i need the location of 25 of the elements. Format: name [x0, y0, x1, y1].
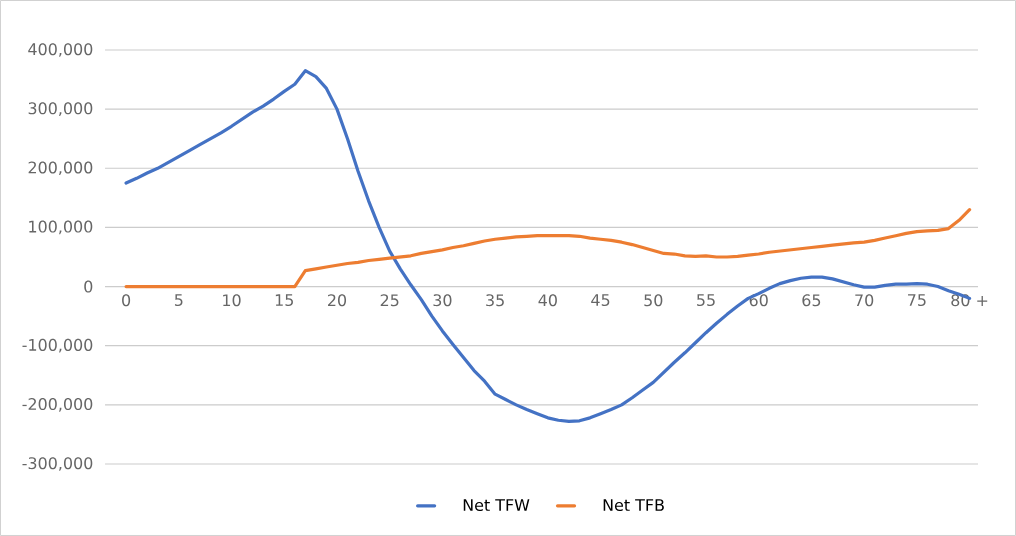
y-tick-label: -200,000	[22, 398, 93, 412]
x-tick-label: 55	[697, 294, 715, 307]
legend-label: Net TFW	[463, 499, 530, 512]
y-tick-label: 0	[84, 280, 93, 293]
x-tick-label: 75	[908, 294, 926, 307]
y-tick-label: -100,000	[22, 338, 93, 353]
x-tick-label: 20	[328, 294, 347, 307]
x-tick-label: 45	[591, 294, 610, 307]
x-tick-label: 50	[644, 294, 663, 307]
x-tick-label: 35	[486, 294, 504, 307]
y-tick-label: 200,000	[28, 161, 93, 176]
x-tick-label: 70	[855, 294, 874, 307]
legend-label: Net TFB	[603, 499, 664, 512]
x-tick-label: 65	[802, 294, 821, 307]
y-tick-label: 400,000	[28, 43, 93, 57]
x-tick-label: 10	[223, 294, 241, 307]
x-tick-label: 30	[433, 294, 452, 307]
x-tick-label: 0	[122, 294, 131, 307]
y-tick-label: 100,000	[29, 220, 93, 235]
x-tick-label: 15	[275, 294, 293, 307]
y-tick-label: -300,000	[22, 457, 93, 471]
x-tick-label: 25	[380, 294, 399, 307]
x-tick-label: 5	[174, 294, 183, 307]
y-tick-label: 300,000	[28, 102, 93, 116]
x-tick-label: 40	[538, 294, 557, 307]
